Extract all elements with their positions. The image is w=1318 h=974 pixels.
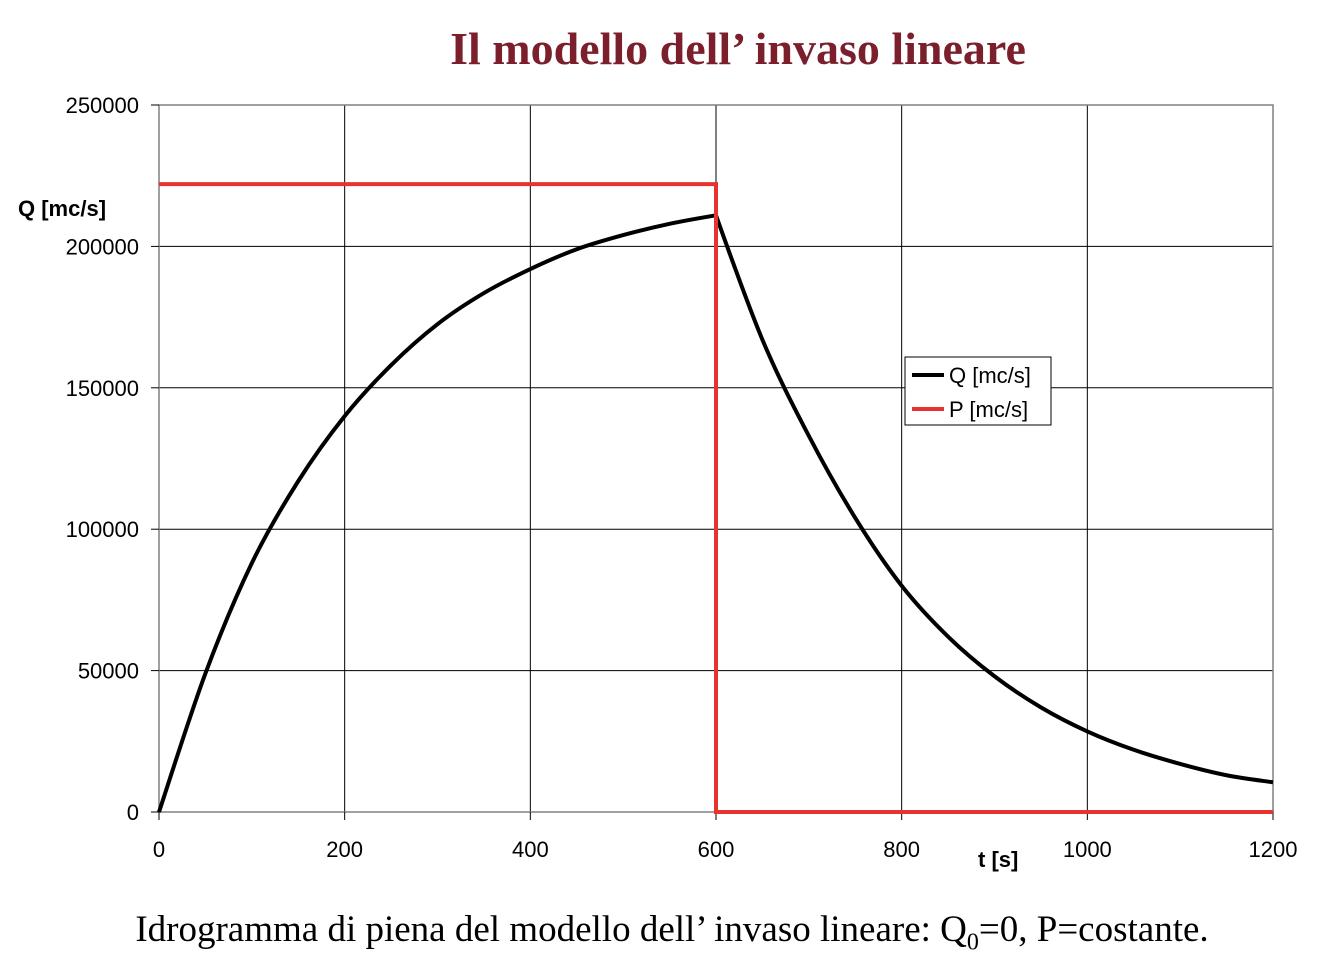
- y-tick-label: 200000: [66, 234, 139, 259]
- legend-label: Q [mc/s]: [949, 363, 1031, 388]
- y-axis-ticks: 0 50000 100000 150000 200000 250000: [66, 93, 159, 825]
- series-group: [157, 182, 1274, 814]
- x-tick-label: 400: [512, 837, 549, 862]
- caption-text: Idrogramma di piena del modello dell’ in…: [135, 909, 967, 950]
- page-title: Il modello dell’ invaso lineare: [450, 23, 1026, 74]
- series-p-line: [159, 182, 1273, 814]
- legend-box: [904, 356, 1052, 426]
- x-tick-label: 0: [153, 837, 165, 862]
- chart-svg: 0 50000 100000 150000 200000 250000 0 200 400 60…: [18, 93, 1298, 872]
- caption-subscript: 0: [966, 929, 979, 956]
- x-tick-label: 600: [698, 837, 735, 862]
- y-tick-label: 50000: [78, 659, 139, 684]
- y-tick-label: 0: [127, 800, 139, 825]
- y-tick-label: 150000: [66, 376, 139, 401]
- x-axis-ticks: 0 200 400 600 800 1000 1200: [153, 812, 1298, 862]
- x-tick-label: 1000: [1063, 837, 1112, 862]
- figure-caption: Idrogramma di piena del modello dell’ in…: [0, 908, 1318, 956]
- legend-label: P [mc/s]: [949, 397, 1028, 422]
- legend: Q [mc/s] P [mc/s]: [904, 356, 1052, 426]
- y-tick-label: 250000: [66, 93, 139, 118]
- y-axis-label: Q [mc/s]: [18, 196, 106, 221]
- caption-text-end: =0, P=costante.: [978, 909, 1209, 950]
- y-tick-label: 100000: [66, 517, 139, 542]
- x-tick-label: 800: [883, 837, 920, 862]
- x-axis-label: t [s]: [978, 847, 1018, 872]
- x-tick-label: 200: [326, 837, 363, 862]
- x-tick-label: 1200: [1249, 837, 1298, 862]
